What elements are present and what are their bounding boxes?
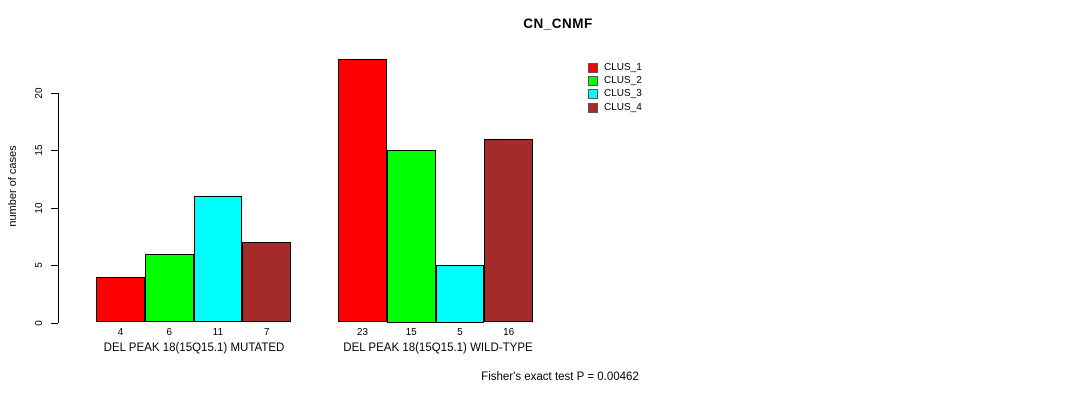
y-axis-label: number of cases (7, 145, 19, 227)
bar-clus_4-group1 (242, 242, 291, 323)
bar-clus_1-group1 (96, 276, 145, 323)
y-tick-mark (51, 150, 58, 152)
bar-value-label: 16 (503, 327, 515, 338)
bar-value-label: 11 (212, 327, 224, 338)
legend-swatch-clus_1 (588, 62, 598, 73)
bar-clus_2-group2 (386, 150, 436, 323)
y-tick-label: 20 (34, 87, 45, 99)
x-group-label-wildtype: DEL PEAK 18(15Q15.1) WILD-TYPE (343, 342, 533, 354)
y-tick-label: 10 (34, 202, 45, 214)
legend-label: CLUS_1 (604, 61, 642, 73)
chart-title: CN_CNMF (523, 16, 593, 31)
bar-value-label: 4 (117, 327, 124, 338)
legend-item-clus_3: CLUS_3 (588, 88, 642, 101)
y-tick-mark (51, 265, 58, 267)
y-tick-label: 5 (34, 262, 45, 268)
legend-label: CLUS_3 (604, 88, 642, 100)
bar-clus_4-group2 (484, 138, 533, 323)
legend-item-clus_4: CLUS_4 (588, 101, 642, 114)
bar-value-label: 23 (356, 327, 368, 338)
bar-clus_2-group1 (144, 253, 194, 323)
legend-label: CLUS_4 (604, 101, 642, 113)
y-tick-mark (51, 322, 58, 324)
legend: CLUS_1 CLUS_2 CLUS_3 CLUS_4 (588, 61, 642, 115)
bar-value-label: 6 (166, 327, 172, 338)
legend-swatch-clus_2 (588, 76, 598, 87)
y-tick-label: 15 (34, 144, 45, 156)
y-tick-mark (51, 93, 58, 94)
y-axis-line (58, 93, 59, 323)
bar-clus_1-group2 (338, 58, 387, 323)
bar-value-label: 7 (263, 327, 270, 338)
y-tick-mark (51, 207, 58, 209)
x-group-label-mutated: DEL PEAK 18(15Q15.1) MUTATED (103, 342, 285, 354)
legend-swatch-clus_4 (588, 102, 598, 113)
bar-clus_3-group1 (193, 196, 243, 323)
legend-item-clus_2: CLUS_2 (588, 74, 642, 87)
legend-label: CLUS_2 (604, 75, 642, 87)
bar-clus_3-group2 (435, 265, 485, 323)
y-tick-label: 0 (34, 319, 45, 326)
legend-swatch-clus_3 (588, 89, 598, 100)
legend-item-clus_1: CLUS_1 (588, 61, 642, 74)
bar-value-label: 15 (405, 327, 417, 338)
bar-value-label: 5 (457, 327, 463, 338)
fisher-test-annotation: Fisher's exact test P = 0.00462 (481, 371, 639, 383)
